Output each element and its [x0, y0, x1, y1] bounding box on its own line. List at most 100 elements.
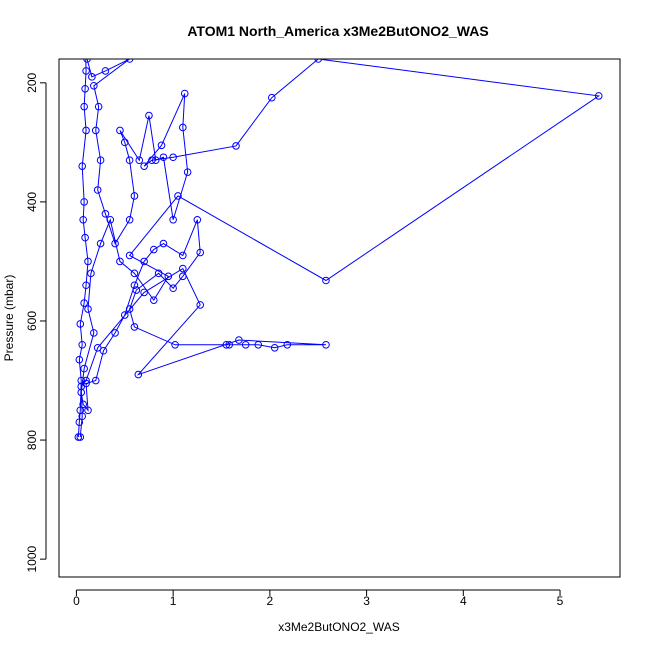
- y-tick-label: 1000: [25, 545, 39, 572]
- data-point: [93, 343, 102, 352]
- data-point: [130, 192, 139, 200]
- data-point: [179, 123, 187, 132]
- data-point: [93, 186, 102, 194]
- data-point: [81, 84, 89, 93]
- x-axis-label: x3Me2ButONO2_WAS: [278, 620, 400, 634]
- data-point: [101, 210, 110, 218]
- data-point: [270, 343, 279, 352]
- data-point: [179, 264, 187, 273]
- data-point: [140, 162, 148, 170]
- data-point: [235, 336, 243, 344]
- series-line: [77, 59, 601, 438]
- data-point: [91, 376, 100, 385]
- data-point: [164, 272, 173, 281]
- data-point: [82, 376, 90, 385]
- data-point: [148, 156, 156, 165]
- data-point: [134, 370, 143, 379]
- data-point: [267, 93, 276, 102]
- data-point: [99, 346, 108, 355]
- data-point: [135, 156, 144, 165]
- data-point: [101, 67, 110, 75]
- data-point: [159, 153, 168, 162]
- data-point: [96, 156, 105, 165]
- data-point: [84, 257, 92, 266]
- chart-title: ATOM1 North_America x3Me2ButONO2_WAS: [187, 23, 488, 39]
- data-point: [80, 364, 88, 373]
- data-point: [174, 192, 182, 200]
- data-point: [169, 153, 177, 162]
- data-point: [149, 245, 158, 254]
- data-point: [80, 198, 88, 206]
- data-point: [196, 248, 205, 257]
- data-point: [79, 400, 87, 409]
- x-tick-label: 1: [170, 594, 177, 608]
- y-tick-label: 400: [25, 192, 39, 212]
- x-tick-label: 0: [73, 594, 80, 608]
- data-point: [157, 141, 166, 150]
- data-point: [314, 59, 323, 63]
- x-tick-label: 3: [363, 594, 370, 608]
- data-point: [283, 340, 292, 349]
- y-tick-label: 200: [25, 72, 39, 92]
- data-point: [111, 239, 119, 248]
- data-point: [125, 156, 134, 165]
- data-point: [116, 257, 124, 266]
- data-point: [78, 340, 87, 349]
- data-point: [116, 126, 124, 135]
- data-point: [82, 67, 90, 75]
- data-point: [322, 276, 330, 285]
- data-point: [82, 32, 89, 39]
- data-point: [76, 320, 85, 328]
- data-point: [77, 388, 86, 397]
- data-point: [78, 162, 87, 170]
- data-point: [222, 340, 231, 349]
- data-point: [87, 269, 95, 278]
- data-point: [594, 92, 603, 100]
- data-point: [84, 305, 92, 313]
- data-point: [254, 340, 263, 349]
- data-point: [140, 257, 148, 266]
- data-point: [159, 239, 168, 248]
- data-point: [79, 215, 87, 224]
- data-point: [90, 329, 98, 337]
- data-point: [77, 382, 86, 391]
- data-point: [179, 251, 187, 260]
- plot-area: [58, 58, 621, 578]
- data-point: [169, 215, 177, 224]
- data-point: [88, 73, 96, 81]
- data-point: [171, 340, 179, 349]
- data-point: [149, 296, 158, 304]
- x-axis: 0 1 2 3 4 5: [73, 589, 564, 608]
- data-point: [322, 340, 330, 349]
- data-point: [106, 215, 115, 224]
- data-point: [130, 323, 139, 331]
- data-point: [193, 215, 202, 224]
- data-point: [80, 299, 88, 307]
- data-point: [130, 281, 139, 290]
- data-point: [75, 418, 84, 427]
- data-point: [179, 272, 187, 281]
- data-point: [241, 340, 250, 349]
- data-point: [82, 281, 90, 290]
- data-point: [81, 233, 89, 242]
- y-axis: 200 400 600 800 1000: [25, 72, 47, 572]
- data-point: [94, 102, 103, 111]
- y-tick-label: 600: [25, 311, 39, 331]
- data-point: [74, 433, 83, 441]
- data-point: [78, 412, 87, 421]
- y-axis-label: Pressure (mbar): [2, 275, 16, 362]
- data-point: [132, 286, 141, 294]
- data-point: [76, 433, 85, 441]
- data-series: [74, 32, 603, 441]
- y-tick-label: 800: [25, 430, 39, 450]
- data-point: [83, 59, 91, 63]
- data-point: [196, 301, 205, 309]
- data-point: [90, 81, 98, 90]
- x-tick-label: 4: [460, 594, 467, 608]
- data-point: [154, 269, 163, 278]
- data-point: [80, 102, 88, 111]
- data-point: [183, 168, 192, 176]
- data-point: [125, 59, 134, 63]
- x-tick-label: 5: [557, 594, 564, 608]
